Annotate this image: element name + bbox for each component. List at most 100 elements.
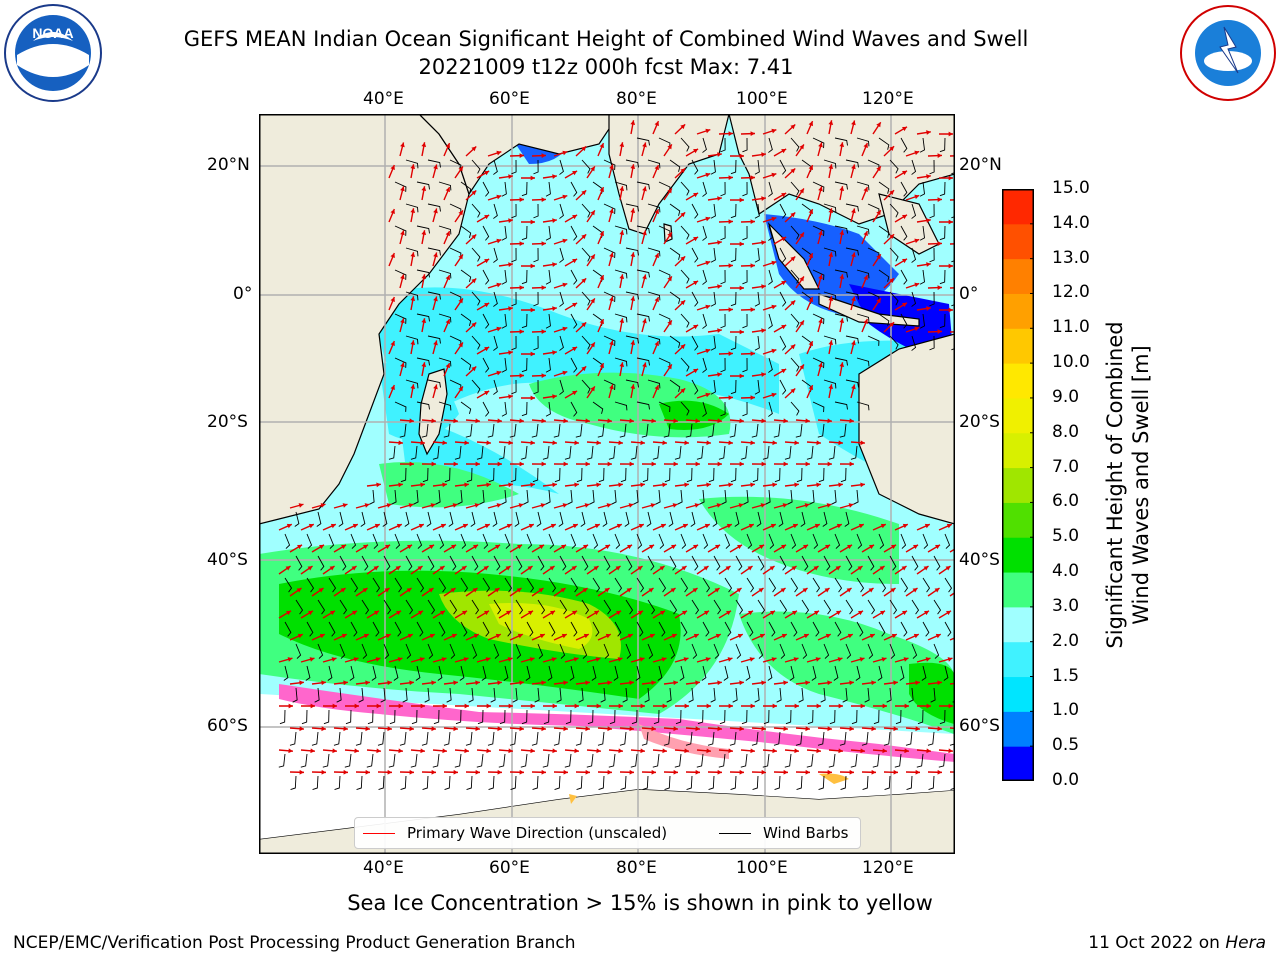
wind-barb xyxy=(751,423,759,438)
wind-barb xyxy=(367,709,374,725)
legend-wind-barbs: Wind Barbs xyxy=(719,824,848,842)
wind-barb xyxy=(691,379,699,395)
wind-barb xyxy=(729,731,737,746)
wind-barb xyxy=(754,687,760,703)
wind-barb xyxy=(900,225,908,241)
wind-barb xyxy=(680,225,690,240)
sea-ice-note: Sea Ice Concentration > 15% is shown in … xyxy=(347,891,933,915)
wind-barb xyxy=(608,445,616,460)
wind-barb xyxy=(944,533,951,549)
wind-barb xyxy=(614,621,622,637)
wind-barb xyxy=(642,467,649,483)
wind-barb xyxy=(444,775,451,790)
wind-barb xyxy=(889,643,896,659)
colorbar-tick-label: 15.0 xyxy=(1052,178,1090,198)
wind-barb xyxy=(757,555,765,571)
wind-barb xyxy=(779,159,787,175)
wind-barb xyxy=(466,775,473,790)
wind-barb xyxy=(405,599,414,615)
wind-barb xyxy=(779,555,787,571)
wind-barb xyxy=(889,159,899,174)
wind-barb xyxy=(680,181,690,196)
wind-barb xyxy=(908,687,914,703)
wind-barb xyxy=(339,643,346,659)
wind-barb xyxy=(922,533,929,549)
sea-ice-band xyxy=(279,684,954,762)
wind-barb xyxy=(812,181,825,193)
wind-barb xyxy=(647,599,656,615)
lon-label-top-100e: 100°E xyxy=(736,89,788,109)
wind-barb xyxy=(774,775,781,790)
wind-barb xyxy=(592,533,599,549)
wind-barb xyxy=(614,313,628,323)
lon-label-bottom-120e: 120°E xyxy=(862,858,914,878)
wind-barb xyxy=(333,731,341,746)
lat-label-right-20n: 20°N xyxy=(959,155,1002,175)
wind-barb xyxy=(570,621,578,637)
wind-barb xyxy=(696,753,704,768)
wind-barb xyxy=(394,577,403,593)
noaa-logo-icon: NOAA xyxy=(4,4,102,102)
wind-barb xyxy=(900,313,908,329)
wind-barb xyxy=(795,731,803,746)
wind-barb xyxy=(710,335,716,351)
wind-barb xyxy=(635,665,641,681)
wind-barb xyxy=(526,577,535,593)
wind-barb xyxy=(636,401,650,410)
wind-barb xyxy=(521,401,528,417)
wind-barb xyxy=(779,247,787,263)
wind-barb xyxy=(501,401,507,417)
wind-barb xyxy=(488,467,495,483)
wind-barb xyxy=(823,159,837,169)
wind-barb xyxy=(856,533,863,549)
wind-barb xyxy=(718,753,726,768)
wind-barb xyxy=(889,599,898,615)
wind-barb xyxy=(388,445,396,460)
wind-barb xyxy=(636,269,650,278)
wind-barb xyxy=(521,357,528,373)
wind-barb xyxy=(394,401,407,412)
wind-barb xyxy=(666,687,672,703)
wind-barb xyxy=(784,753,792,768)
wind-barb xyxy=(427,335,441,344)
wind-barb xyxy=(511,247,517,263)
wind-barb xyxy=(752,775,759,790)
wind-barb xyxy=(845,599,854,615)
wind-barb xyxy=(850,445,858,460)
wind-barb xyxy=(636,313,650,322)
wind-barb xyxy=(567,489,573,505)
wind-barb xyxy=(796,775,803,790)
wind-barb xyxy=(754,203,760,219)
wave-direction-arrow xyxy=(949,637,954,641)
wind-barb xyxy=(614,225,628,235)
wind-barb xyxy=(724,533,731,549)
footer-host: Hera xyxy=(1225,933,1266,953)
wind-barb xyxy=(493,203,498,219)
wind-barb xyxy=(438,313,452,323)
wind-barb xyxy=(498,445,506,460)
wind-barb xyxy=(537,599,546,615)
wind-barb xyxy=(823,203,837,213)
wind-barb xyxy=(503,665,509,681)
wind-barb xyxy=(559,159,564,175)
wind-barb xyxy=(580,511,586,527)
colorbar-label-line1: Significant Height of Combined xyxy=(1103,321,1127,649)
wind-barb xyxy=(929,247,935,263)
wind-barb xyxy=(405,159,419,169)
wind-barb xyxy=(416,269,430,278)
wind-barb xyxy=(454,445,462,460)
wind-barb xyxy=(834,357,848,366)
footer-date: 11 Oct 2022 on Hera xyxy=(1088,933,1266,953)
wind-barb xyxy=(553,423,561,438)
wind-barb xyxy=(864,687,870,703)
wind-barb xyxy=(501,269,507,285)
colorbar-tick-label: 11.0 xyxy=(1052,317,1090,338)
wind-barb xyxy=(432,753,440,768)
wind-barb xyxy=(735,555,743,571)
wind-barb xyxy=(328,621,336,637)
wind-barb xyxy=(435,489,441,505)
wind-barb xyxy=(742,269,748,285)
wind-barb xyxy=(383,643,390,659)
wind-barb xyxy=(702,313,707,329)
wind-barb xyxy=(839,731,847,746)
